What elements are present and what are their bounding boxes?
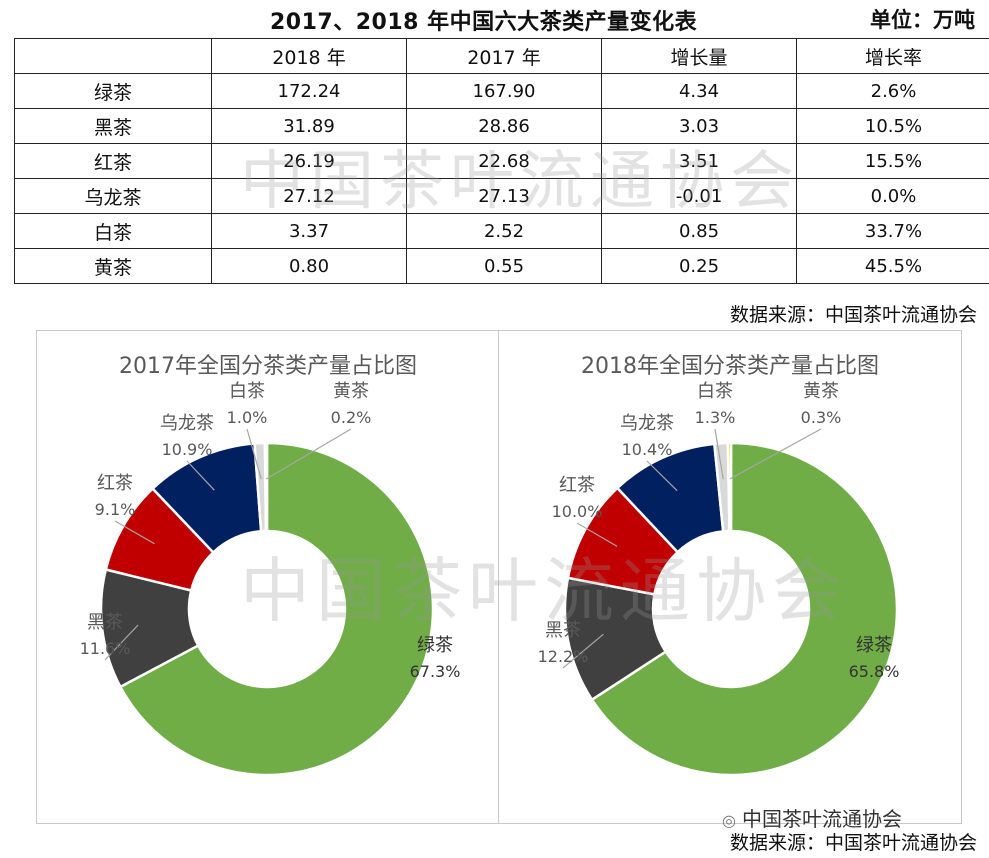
cell-2017: 28.86: [406, 108, 602, 144]
slice-value-black-tea: 10.0%: [552, 502, 603, 521]
table-title: 2017、2018 年中国六大茶类产量变化表: [270, 10, 698, 35]
header-blank: [14, 38, 212, 74]
row-name: 黄茶: [14, 248, 212, 284]
slice-label-white-tea: 白茶: [229, 381, 265, 402]
cell-2017: 2.52: [406, 213, 602, 249]
unit-label: 单位：万吨: [870, 8, 975, 32]
slice-label-oolong-tea: 乌龙茶: [620, 413, 674, 434]
table-row: 乌龙茶 27.12 27.13 -0.01 0.0%: [14, 178, 989, 214]
slice-label-dark-tea: 黑茶: [87, 612, 123, 633]
leader-line-white-tea: [246, 428, 262, 480]
cell-2018: 26.19: [211, 143, 407, 179]
slice-label-yellow-tea: 黄茶: [803, 381, 839, 402]
slice-label-yellow-tea: 黄茶: [333, 381, 369, 402]
table-row: 黄茶 0.80 0.55 0.25 45.5%: [14, 248, 989, 284]
cell-2017: 167.90: [406, 73, 602, 109]
slice-label-dark-tea: 黑茶: [545, 620, 581, 641]
cell-growth: 0.85: [601, 213, 797, 249]
cell-rate: 0.0%: [796, 178, 989, 214]
leader-line-oolong-tea: [646, 460, 678, 492]
leader-line-black-tea: [114, 520, 155, 545]
cell-2018: 27.12: [211, 178, 407, 214]
cell-rate: 33.7%: [796, 213, 989, 249]
leader-line-dark-tea: [562, 633, 604, 669]
slice-label-black-tea: 红茶: [97, 473, 133, 494]
header-2018: 2018 年: [211, 38, 407, 74]
source-note-top: 数据来源：中国茶叶流通协会: [729, 304, 977, 326]
slice-value-oolong-tea: 10.9%: [162, 440, 213, 459]
slice-label-oolong-tea: 乌龙茶: [160, 413, 214, 434]
slice-yellow-tea: [263, 441, 269, 533]
cell-2018: 31.89: [211, 108, 407, 144]
slice-label-black-tea: 红茶: [559, 475, 595, 496]
title-row: 2017、2018 年中国六大茶类产量变化表 单位：万吨: [0, 0, 989, 38]
brand-label: ◎ 中国茶叶流通协会: [722, 803, 902, 832]
row-name: 黑茶: [14, 108, 212, 144]
table-row: 黑茶 31.89 28.86 3.03 10.5%: [14, 108, 989, 144]
cell-rate: 45.5%: [796, 248, 989, 284]
slice-value-white-tea: 1.0%: [227, 408, 268, 427]
slice-value-green-tea: 67.3%: [410, 662, 461, 681]
slice-value-dark-tea: 11.6%: [80, 639, 131, 658]
chart-panel-2017: 2017年全国分茶类产量占比图绿茶 67.3% 黑茶 11.6% 红茶 9.1% 乌龙茶 10…: [36, 330, 500, 824]
slice-label-green-tea: 绿茶: [856, 635, 892, 656]
brand-text: 中国茶叶流通协会: [741, 807, 902, 831]
cell-2018: 172.24: [211, 73, 407, 109]
slice-yellow-tea: [726, 441, 733, 533]
leader-line-dark-tea: [104, 624, 139, 661]
slice-value-oolong-tea: 10.4%: [622, 440, 673, 459]
cell-growth: -0.01: [601, 178, 797, 214]
row-name: 白茶: [14, 213, 212, 249]
header-2017: 2017 年: [406, 38, 602, 74]
header-growth: 增长量: [601, 38, 797, 74]
slice-value-white-tea: 1.3%: [695, 408, 736, 427]
chart-title: 2018年全国分茶类产量占比图: [581, 354, 879, 379]
chart-title: 2017年全国分茶类产量占比图: [119, 354, 417, 379]
table-header-row: 2018 年 2017 年 增长量 增长率: [14, 38, 989, 74]
leader-line-oolong-tea: [186, 460, 215, 491]
cell-growth: 0.25: [601, 248, 797, 284]
chart-panel-2018: 2018年全国分茶类产量占比图绿茶 65.8% 黑茶 12.2% 红茶 10.0% 乌龙茶 1…: [498, 330, 962, 824]
source-note-bottom: 数据来源：中国茶叶流通协会: [729, 832, 977, 854]
cell-growth: 3.51: [601, 143, 797, 179]
leader-line-yellow-tea: [265, 428, 352, 480]
table-row: 白茶 3.37 2.52 0.85 33.7%: [14, 213, 989, 249]
cell-2017: 0.55: [406, 248, 602, 284]
cell-2018: 3.37: [211, 213, 407, 249]
row-name: 乌龙茶: [14, 178, 212, 214]
leader-line-black-tea: [576, 522, 618, 547]
leader-line-white-tea: [714, 428, 724, 480]
cell-2018: 0.80: [211, 248, 407, 284]
slice-label-green-tea: 绿茶: [417, 635, 453, 656]
cell-2017: 27.13: [406, 178, 602, 214]
slice-green-tea: [118, 441, 435, 777]
cell-rate: 15.5%: [796, 143, 989, 179]
table-row: 绿茶 172.24 167.90 4.34 2.6%: [14, 73, 989, 109]
slice-value-yellow-tea: 0.3%: [801, 408, 842, 427]
cell-growth: 4.34: [601, 73, 797, 109]
leader-line-yellow-tea: [729, 428, 822, 480]
slice-value-black-tea: 9.1%: [95, 500, 136, 519]
production-table: 2018 年 2017 年 增长量 增长率 绿茶 172.24 167.90 4…: [14, 38, 989, 284]
slice-value-dark-tea: 12.2%: [538, 647, 589, 666]
cell-2017: 22.68: [406, 143, 602, 179]
slice-label-white-tea: 白茶: [697, 381, 733, 402]
cell-growth: 3.03: [601, 108, 797, 144]
slice-value-green-tea: 65.8%: [849, 662, 900, 681]
slice-value-yellow-tea: 0.2%: [331, 408, 372, 427]
row-name: 红茶: [14, 143, 212, 179]
row-name: 绿茶: [14, 73, 212, 109]
header-rate: 增长率: [796, 38, 989, 74]
wechat-icon: ◎: [722, 811, 736, 830]
cell-rate: 2.6%: [796, 73, 989, 109]
cell-rate: 10.5%: [796, 108, 989, 144]
slice-green-tea: [590, 441, 899, 777]
table-row: 红茶 26.19 22.68 3.51 15.5%: [14, 143, 989, 179]
